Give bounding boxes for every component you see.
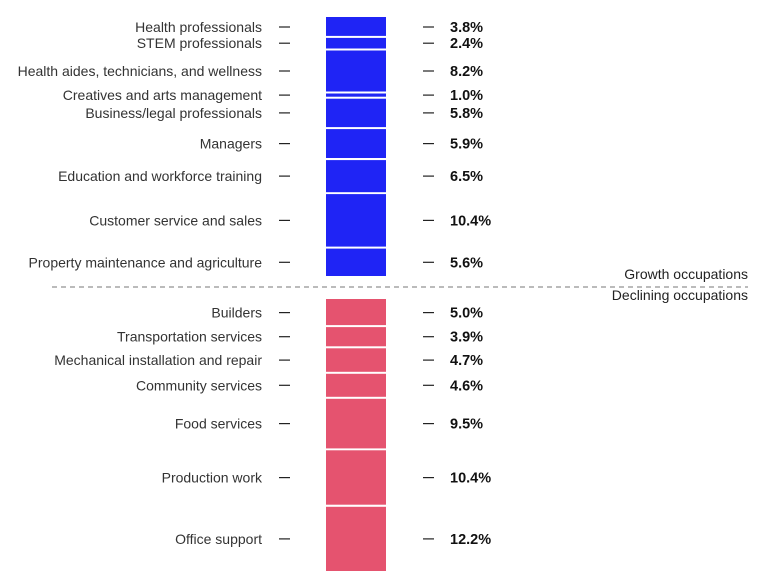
bar-segment [326, 194, 386, 247]
bar-segment [326, 17, 386, 36]
bar-segment [326, 506, 386, 571]
category-label: Creatives and arts management [63, 87, 262, 103]
value-label: 5.8% [450, 106, 483, 122]
bar-segment [326, 373, 386, 397]
value-label: 3.9% [450, 330, 483, 346]
category-label: Business/legal professionals [85, 105, 262, 121]
category-label: Transportation services [117, 329, 262, 345]
bar-segment [326, 93, 386, 97]
legend-declining-label: Declining occupations [612, 287, 748, 303]
category-label: Mechanical installation and repair [54, 352, 262, 368]
bar-segment [326, 248, 386, 276]
value-labels: 3.8%2.4% 8.2% 1.0% 5.8% 5.9% 6.5% 10.4% 5.6% 5.0… [423, 20, 491, 548]
value-label: 9.5% [450, 417, 483, 433]
bar-segment [326, 348, 386, 372]
value-label: 8.2% [450, 64, 483, 80]
bar-segment [326, 160, 386, 193]
bar-segments [326, 17, 386, 571]
bar-segment [326, 129, 386, 158]
bar-segment [326, 450, 386, 505]
value-label: 5.0% [450, 306, 483, 322]
value-label: 4.7% [450, 353, 483, 369]
value-label: 6.5% [450, 169, 483, 185]
bar-segment [326, 398, 386, 449]
category-label: Community services [136, 377, 262, 393]
category-label: Builders [211, 305, 262, 321]
category-label: Health professionals [135, 19, 262, 35]
category-label: Managers [200, 136, 262, 152]
legend-growth-label: Growth occupations [624, 266, 748, 282]
bar-segment [326, 98, 386, 128]
category-label: Office support [175, 531, 262, 547]
category-label: Production work [162, 470, 263, 486]
value-label: 5.9% [450, 137, 483, 153]
bar-segment [326, 299, 386, 326]
value-label: 10.4% [450, 213, 491, 229]
value-label: 10.4% [450, 471, 491, 487]
value-label: 4.6% [450, 378, 483, 394]
category-label: Property maintenance and agriculture [29, 254, 263, 270]
category-label: Education and workforce training [58, 168, 262, 184]
value-label: 12.2% [450, 532, 491, 548]
bar-segment [326, 327, 386, 347]
value-label: 2.4% [450, 36, 483, 52]
category-label: Customer service and sales [89, 212, 262, 228]
bar-segment [326, 37, 386, 49]
value-label: 1.0% [450, 88, 483, 104]
bar-segment [326, 50, 386, 92]
category-label: Food services [175, 416, 262, 432]
category-label: STEM professionals [137, 35, 262, 51]
value-label: 5.6% [450, 255, 483, 271]
category-label: Health aides, technicians, and wellness [18, 63, 262, 79]
value-label: 3.8% [450, 20, 483, 36]
